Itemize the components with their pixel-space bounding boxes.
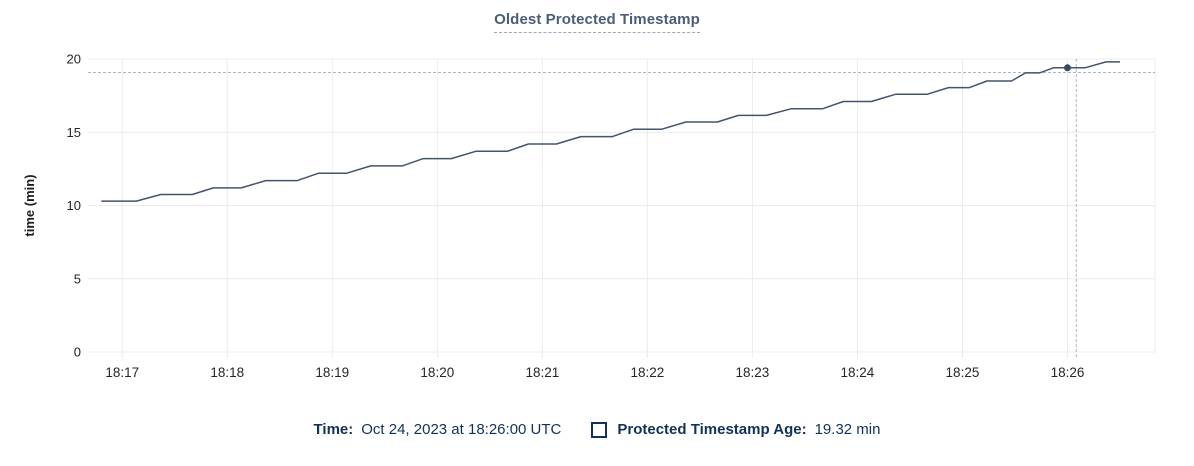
x-tick-label: 18:21 bbox=[525, 365, 559, 380]
series-value: 19.32 min bbox=[814, 421, 881, 438]
x-tick-label: 18:25 bbox=[946, 365, 980, 380]
y-axis-title: time (min) bbox=[22, 174, 37, 236]
timeseries-line-chart[interactable]: 0 5 10 15 20 18:17 18:18 18:19 18:20 18:21 18:22 18… bbox=[0, 0, 1194, 394]
legend-swatch-icon bbox=[591, 421, 608, 438]
time-label: Time: bbox=[313, 421, 354, 438]
time-value: Oct 24, 2023 at 18:26:00 UTC bbox=[361, 421, 562, 438]
x-tick-label: 18:22 bbox=[630, 365, 664, 380]
series-line bbox=[101, 61, 1120, 202]
x-tick-label: 18:24 bbox=[841, 365, 875, 380]
x-tick-label: 18:19 bbox=[315, 365, 349, 380]
series-label: Protected Timestamp Age: bbox=[617, 421, 807, 438]
hover-time-group: Time: Oct 24, 2023 at 18:26:00 UTC bbox=[314, 421, 562, 438]
hover-point bbox=[1064, 64, 1071, 72]
x-tick-label: 18:23 bbox=[736, 365, 770, 380]
x-tick-label: 18:18 bbox=[210, 365, 244, 380]
chart-header: Oldest Protected Timestamp bbox=[0, 11, 1194, 33]
y-tick-label: 0 bbox=[74, 345, 81, 360]
x-tick-label: 18:17 bbox=[105, 365, 139, 380]
y-tick-label: 5 bbox=[74, 271, 81, 286]
chart-hover-readout: Time: Oct 24, 2023 at 18:26:00 UTC Prote… bbox=[0, 421, 1194, 438]
legend-item-protected-timestamp-age[interactable]: Protected Timestamp Age: 19.32 min bbox=[591, 421, 880, 438]
y-tick-label: 10 bbox=[67, 198, 81, 213]
y-tick-label: 15 bbox=[67, 125, 81, 140]
chart-title[interactable]: Oldest Protected Timestamp bbox=[494, 11, 700, 33]
x-tick-label: 18:26 bbox=[1051, 365, 1085, 380]
x-tick-label: 18:20 bbox=[420, 365, 454, 380]
y-tick-label: 20 bbox=[67, 52, 81, 67]
